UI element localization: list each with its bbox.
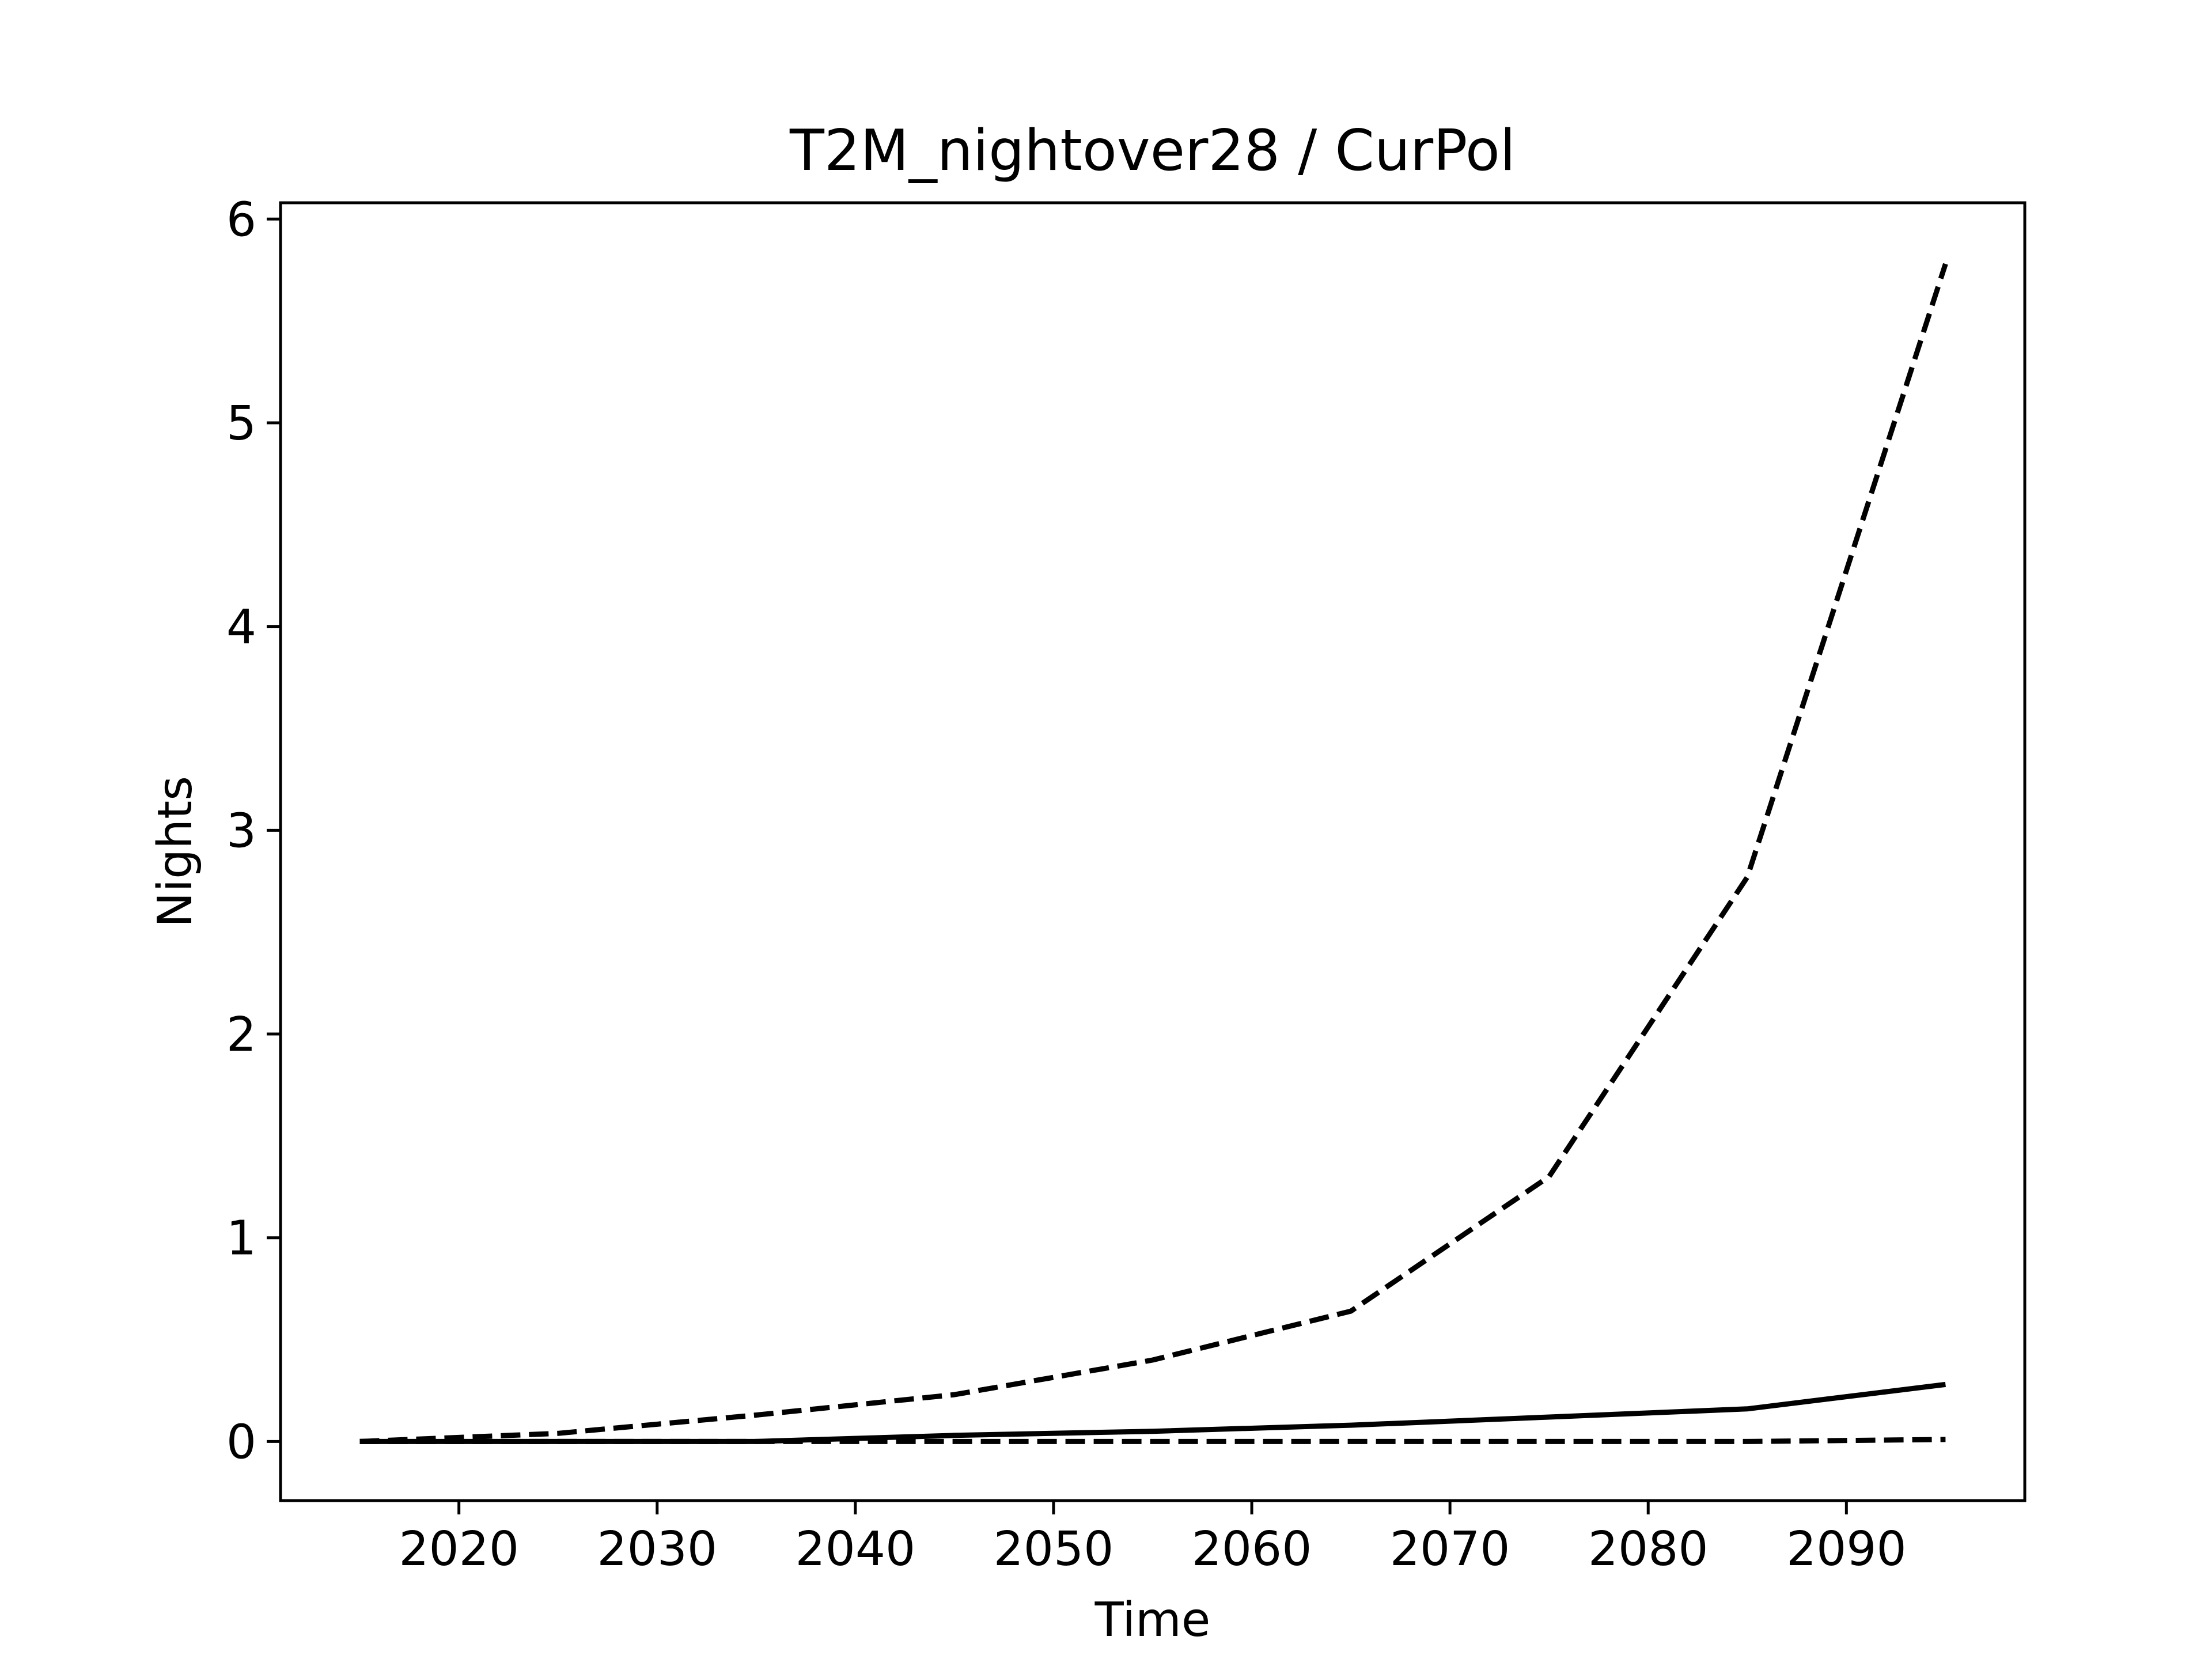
x-tick-label: 2080 (1588, 1522, 1709, 1577)
y-tick-label: 3 (226, 804, 256, 858)
x-tick-label: 2030 (597, 1522, 717, 1577)
x-axis-label: Time (1094, 1593, 1211, 1647)
x-tick-label: 2060 (1192, 1522, 1312, 1577)
series-lines (359, 263, 1948, 1444)
x-tick-label: 2020 (399, 1522, 519, 1577)
y-tick-label: 1 (226, 1211, 256, 1266)
chart-title: T2M_nightover28 / CurPol (789, 118, 1516, 184)
y-axis-ticks: 0 1 2 3 4 5 6 (226, 192, 281, 1469)
y-axis-label: Nights (148, 776, 203, 927)
x-tick-label: 2090 (1786, 1522, 1907, 1577)
y-tick-label: 6 (226, 192, 256, 247)
series-line-1 (359, 263, 1948, 1444)
x-axis-ticks: 2020 2030 2040 2050 2060 2070 2080 2090 (399, 1501, 1907, 1577)
x-tick-label: 2050 (994, 1522, 1114, 1577)
x-tick-label: 2070 (1390, 1522, 1510, 1577)
x-tick-label: 2040 (796, 1522, 916, 1577)
plot-frame (279, 201, 2027, 1502)
y-tick-label: 4 (226, 600, 256, 655)
y-tick-label: 5 (226, 396, 256, 451)
y-tick-label: 0 (226, 1415, 256, 1469)
y-tick-label: 2 (226, 1007, 256, 1062)
series-line-3 (359, 1437, 1946, 1444)
